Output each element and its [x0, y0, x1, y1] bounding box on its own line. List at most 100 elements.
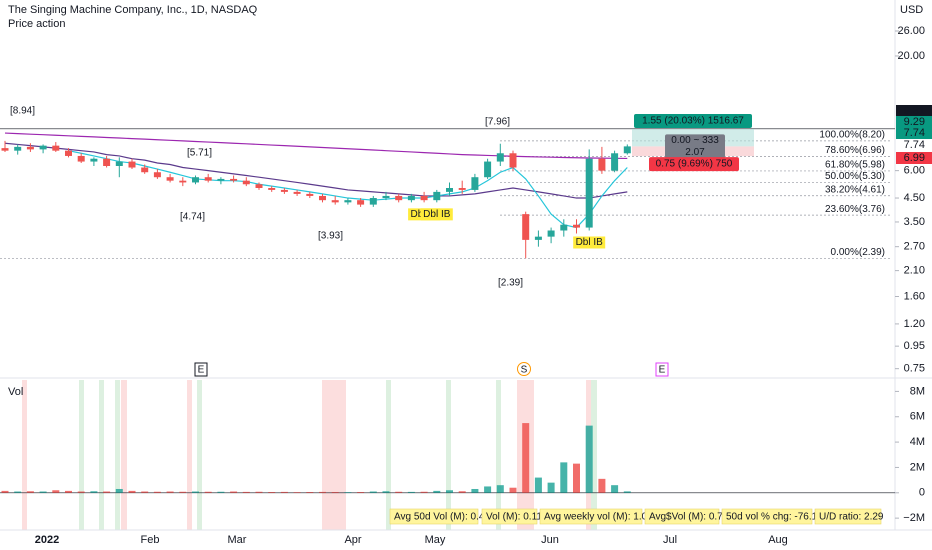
stop-label: 0.75 (9.69%) 750	[656, 159, 733, 170]
volume-bar	[484, 486, 492, 493]
candle-body	[598, 158, 606, 171]
candle-body	[268, 187, 276, 190]
stat-box	[721, 508, 813, 525]
candle-body	[230, 178, 238, 181]
y-tick-label: 4.50	[904, 192, 925, 204]
volume-bar	[611, 485, 619, 493]
price-marker: 9.29	[904, 116, 925, 128]
candle-body	[166, 177, 174, 181]
y-tick-label: 1.60	[904, 290, 925, 302]
pivot-label: [8.94]	[10, 106, 35, 117]
volume-bar	[357, 492, 365, 493]
y-tick-label: 6.00	[904, 165, 925, 177]
candle-body	[306, 193, 314, 196]
candle-body	[103, 158, 111, 166]
volume-bar	[623, 491, 631, 493]
volume-bar	[446, 490, 453, 493]
candle-body	[344, 200, 352, 203]
candle-body	[560, 224, 568, 231]
candle-body	[547, 230, 555, 237]
stat-box	[481, 508, 538, 525]
volume-bar	[166, 491, 174, 493]
stat-label: 50d vol % chg: -76.13	[726, 512, 823, 523]
y-tick-label: 26.00	[897, 25, 925, 37]
candle-body	[65, 150, 72, 156]
candle-body	[14, 146, 22, 151]
volume-stripes	[22, 380, 597, 530]
candle-body	[458, 187, 466, 190]
candle-body	[192, 177, 199, 183]
volume-bar	[77, 491, 85, 493]
currency: USD	[900, 4, 923, 16]
price-marker-box	[896, 127, 932, 139]
stop-box	[649, 157, 739, 172]
candle-body	[357, 200, 365, 205]
candle-body	[395, 195, 403, 201]
candle-body	[319, 195, 326, 201]
volume-bar	[547, 482, 555, 493]
volume-bar	[509, 487, 517, 493]
volume-bar	[39, 491, 47, 493]
stat-label: Avg$Vol (M): 0.78	[649, 512, 729, 523]
volume-bar	[217, 491, 225, 493]
volume-bar	[255, 491, 263, 493]
volume-bar	[319, 491, 326, 493]
event-label: E	[198, 365, 205, 376]
volume-bar	[344, 492, 352, 493]
event-icon	[655, 362, 669, 377]
volume-bar	[115, 488, 123, 493]
candle-body	[611, 153, 619, 171]
volume-bar	[14, 491, 22, 493]
volume-bar	[1, 490, 9, 493]
stat-label: Avg 50d Vol (M): 0.43	[394, 512, 490, 523]
candle-body	[496, 153, 504, 162]
indicator-name: Price action	[8, 18, 65, 30]
event-label: E	[659, 365, 666, 376]
vol-tick-label: 8M	[910, 385, 925, 397]
stat-box	[644, 508, 720, 525]
fib-label: 23.60%(3.76)	[825, 204, 885, 215]
stat-box	[814, 508, 882, 525]
candle-body	[522, 214, 530, 240]
volume-bar	[331, 492, 339, 493]
vol-tick-label: 6M	[910, 411, 925, 423]
x-tick-label: May	[425, 534, 446, 546]
pivot-label: [4.74]	[180, 212, 205, 223]
y-tick-label: 1.20	[904, 318, 925, 330]
price-marker-box	[896, 152, 932, 164]
vol-tick-label: 2M	[910, 461, 925, 473]
x-tick-label: Aug	[768, 534, 788, 546]
event-icon	[517, 362, 531, 376]
volume-bar	[560, 462, 568, 493]
volume-bar	[90, 491, 98, 493]
marker-box	[420, 208, 453, 221]
candle-body	[585, 158, 593, 228]
candle-body	[26, 146, 34, 150]
candle-body	[39, 145, 47, 150]
volume-bar	[306, 492, 314, 493]
y-tick-label: 0.95	[904, 340, 925, 352]
candle-body	[280, 189, 288, 192]
volume-bar	[395, 491, 403, 493]
candle-body	[242, 180, 250, 185]
chart-title: The Singing Machine Company, Inc., 1D, N…	[8, 4, 258, 16]
candle-body	[1, 148, 9, 151]
stat-label: Vol (M): 0.11	[486, 512, 542, 523]
stat-label: Avg weekly vol (M): 1.08	[544, 512, 653, 523]
fib-label: 78.60%(6.96)	[825, 145, 885, 156]
candle-body	[90, 158, 98, 162]
y-tick-label: 0.75	[904, 363, 925, 375]
volume-bar	[407, 491, 415, 493]
pivot-label: [2.39]	[498, 278, 523, 289]
candle-body	[52, 145, 60, 151]
candle-body	[382, 195, 390, 199]
x-tick-label: Apr	[344, 534, 361, 546]
x-tick-label: Feb	[141, 534, 160, 546]
volume-bar	[522, 423, 530, 493]
volume-bar	[280, 491, 288, 493]
volume-bar	[573, 463, 580, 493]
price-marker: 6.99	[904, 152, 925, 164]
volume-bar	[585, 425, 593, 493]
pivot-label: [3.93]	[318, 231, 343, 242]
price-marker: 7.74	[904, 139, 925, 151]
